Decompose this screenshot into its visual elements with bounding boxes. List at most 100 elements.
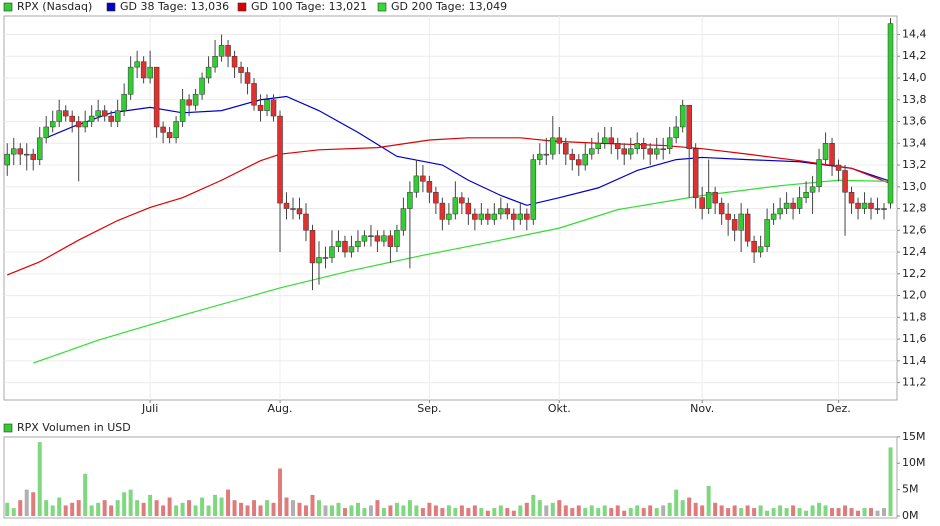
volume-bar bbox=[752, 508, 757, 516]
volume-bar bbox=[472, 505, 477, 516]
candle-body bbox=[634, 143, 640, 149]
volume-bar bbox=[355, 502, 360, 516]
x-tick-label: Dez. bbox=[826, 402, 851, 415]
candle-body bbox=[199, 77, 205, 95]
y-tick-label: 13,6 bbox=[902, 115, 927, 128]
volume-bar bbox=[518, 505, 523, 516]
y-tick-label: 12,6 bbox=[902, 223, 927, 236]
volume-bar bbox=[167, 497, 172, 516]
candle-body bbox=[329, 246, 335, 258]
candle-body bbox=[374, 235, 381, 242]
volume-bar bbox=[563, 505, 568, 516]
candle-body bbox=[101, 110, 108, 117]
candle-body bbox=[75, 121, 82, 128]
volume-bar bbox=[622, 510, 627, 516]
candle-body bbox=[160, 126, 166, 133]
candle-body bbox=[368, 235, 374, 237]
volume-bar bbox=[544, 505, 549, 516]
volume-bar bbox=[362, 508, 367, 516]
candle-body bbox=[563, 143, 569, 155]
volume-bar bbox=[63, 505, 68, 516]
candle-body bbox=[153, 66, 160, 128]
candle-body bbox=[36, 137, 43, 160]
volume-bar bbox=[453, 508, 458, 516]
volume-bar bbox=[109, 505, 114, 516]
candle-body bbox=[614, 143, 621, 149]
y-tick-label: 12,4 bbox=[902, 245, 927, 258]
x-tick-label: Sep. bbox=[417, 402, 441, 415]
volume-bar bbox=[583, 508, 588, 516]
candle-body bbox=[355, 240, 361, 247]
candle-body bbox=[589, 148, 595, 155]
candle-body bbox=[530, 159, 537, 220]
candle-body bbox=[517, 213, 524, 220]
candle-body bbox=[192, 94, 199, 106]
volume-bar bbox=[329, 505, 334, 516]
candle-body bbox=[361, 235, 368, 242]
candle-body bbox=[465, 202, 472, 215]
volume-bar bbox=[148, 494, 153, 516]
candle-body bbox=[62, 110, 69, 117]
volume-bar bbox=[5, 502, 10, 516]
volume-bar bbox=[433, 505, 438, 516]
volume-bar bbox=[219, 497, 224, 516]
candle-body bbox=[49, 121, 56, 128]
candle-body bbox=[485, 213, 491, 220]
volume-bar bbox=[674, 489, 679, 516]
volume-bar bbox=[265, 500, 270, 516]
volume-bar bbox=[758, 505, 763, 516]
candle-body bbox=[887, 23, 894, 204]
y-tick-label: 14,2 bbox=[902, 49, 927, 62]
volume-bar bbox=[323, 505, 328, 516]
candle-body bbox=[491, 213, 498, 220]
candle-body bbox=[796, 197, 803, 209]
candle-body bbox=[608, 137, 614, 144]
y-tick-label: 14,4 bbox=[902, 27, 927, 40]
candle-body bbox=[433, 191, 439, 204]
candle-body bbox=[582, 153, 589, 166]
candle-body bbox=[231, 55, 238, 68]
candle-body bbox=[660, 148, 666, 150]
candle-body bbox=[569, 153, 576, 160]
volume-bar bbox=[291, 500, 296, 516]
volume-bar bbox=[57, 497, 62, 516]
volume-bar bbox=[550, 502, 555, 516]
volume-bar bbox=[232, 500, 237, 516]
candle-body bbox=[10, 148, 17, 155]
volume-bar bbox=[882, 508, 887, 516]
candle-body bbox=[829, 143, 835, 166]
volume-bar bbox=[381, 508, 386, 516]
volume-bar bbox=[531, 494, 536, 516]
volume-bar bbox=[804, 510, 809, 516]
volume-bar bbox=[407, 500, 412, 516]
volume-bar bbox=[446, 505, 451, 516]
volume-bar bbox=[388, 505, 393, 516]
candle-body bbox=[179, 99, 186, 122]
volume-bar bbox=[226, 489, 231, 516]
legend-label: RPX (Nasdaq) bbox=[17, 0, 92, 13]
candle-body bbox=[524, 213, 530, 220]
candle-body bbox=[621, 148, 627, 155]
moving-average bbox=[45, 95, 891, 206]
volume-bar bbox=[875, 510, 880, 516]
volume-bar bbox=[115, 500, 120, 516]
candle-body bbox=[601, 137, 608, 144]
volume-bar bbox=[336, 502, 341, 516]
volume-bar bbox=[654, 508, 659, 516]
y-tick-label: 12,0 bbox=[902, 289, 927, 302]
y-tick-label: 11,4 bbox=[902, 354, 927, 367]
candle-body bbox=[498, 208, 504, 215]
candle-body bbox=[686, 104, 692, 149]
volume-bar bbox=[245, 505, 250, 516]
legend-swatch bbox=[106, 2, 116, 12]
y-tick-label: 12,2 bbox=[902, 267, 927, 280]
volume-bar bbox=[37, 442, 42, 516]
volume-bar bbox=[648, 505, 653, 516]
legend-label: GD 38 Tage: 13,036 bbox=[120, 0, 229, 13]
y-tick-label: 13,0 bbox=[902, 180, 927, 193]
volume-bar bbox=[213, 494, 218, 516]
volume-bar bbox=[661, 505, 666, 516]
x-tick-label: Okt. bbox=[548, 402, 571, 415]
candle-body bbox=[861, 202, 868, 209]
